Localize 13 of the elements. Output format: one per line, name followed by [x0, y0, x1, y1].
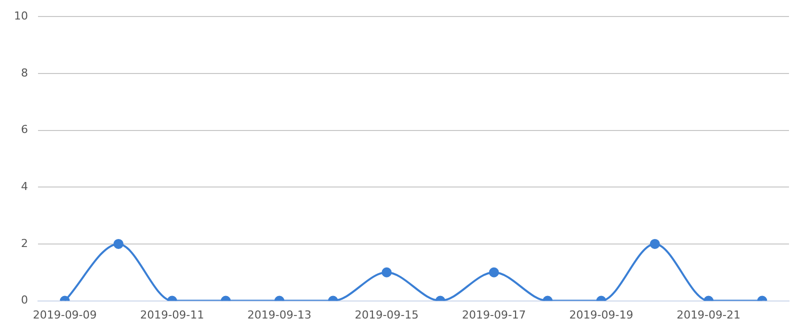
x-tick-label: 2019-09-17	[462, 308, 526, 322]
x-tick-label: 2019-09-11	[140, 308, 204, 322]
y-tick-label: 2	[20, 236, 28, 250]
y-tick-label: 0	[20, 294, 28, 307]
y-tick-label: 4	[20, 180, 28, 193]
y-tick-label: 10	[14, 9, 28, 22]
y-tick-label: 6	[20, 123, 28, 136]
x-tick-label: 2019-09-19	[569, 308, 634, 322]
x-tick-label: 2019-09-21	[676, 308, 741, 322]
x-tick-label: 2019-09-13	[247, 308, 312, 322]
y-tick-label: 8	[20, 66, 28, 80]
x-tick-label: 2019-09-15	[354, 308, 419, 322]
x-tick-label: 2019-09-09	[32, 308, 97, 322]
